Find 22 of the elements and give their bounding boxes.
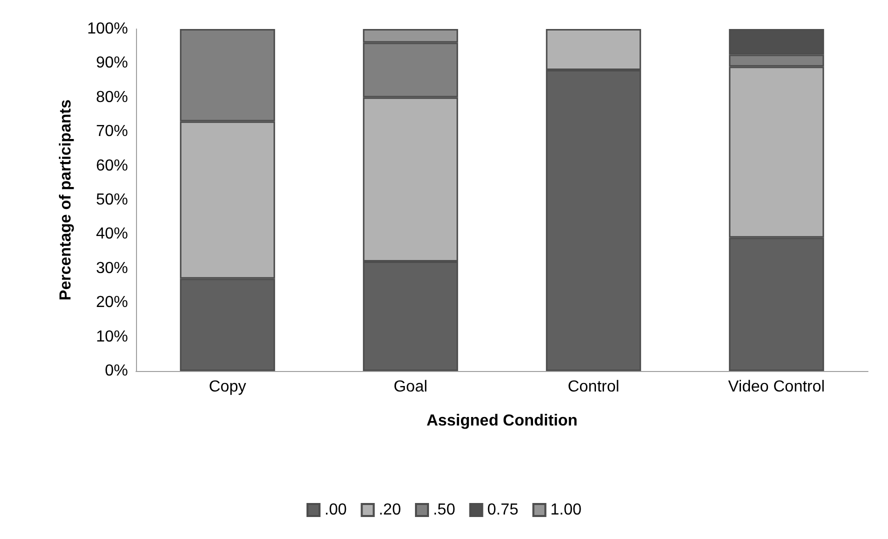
y-tick-label: 50% — [96, 192, 128, 208]
x-tick-label: Control — [568, 378, 620, 396]
x-axis-title: Assigned Condition — [426, 412, 578, 430]
y-axis-title: Percentage of participants — [58, 99, 74, 300]
y-tick-label: 20% — [96, 294, 128, 312]
legend-label: .00 — [324, 502, 347, 518]
x-tick-label: Video Control — [728, 378, 825, 396]
legend-label: .20 — [378, 502, 402, 518]
legend-label: 0.75 — [487, 502, 518, 518]
y-tick-label: 0% — [104, 362, 128, 380]
y-tick-label: 100% — [87, 20, 128, 38]
y-tick-label: 10% — [96, 328, 128, 346]
y-tick-label: 30% — [96, 260, 128, 277]
legend-label: .50 — [432, 502, 456, 518]
y-tick-label: 80% — [96, 88, 128, 106]
x-tick-label: Copy — [208, 378, 246, 396]
legend-label: 1.00 — [550, 502, 582, 518]
y-tick-label: 40% — [96, 226, 128, 243]
y-tick-label: 70% — [96, 123, 128, 140]
y-tick-label: 90% — [96, 54, 128, 72]
x-tick-label: Goal — [394, 378, 428, 396]
y-tick-label: 60% — [96, 157, 128, 174]
